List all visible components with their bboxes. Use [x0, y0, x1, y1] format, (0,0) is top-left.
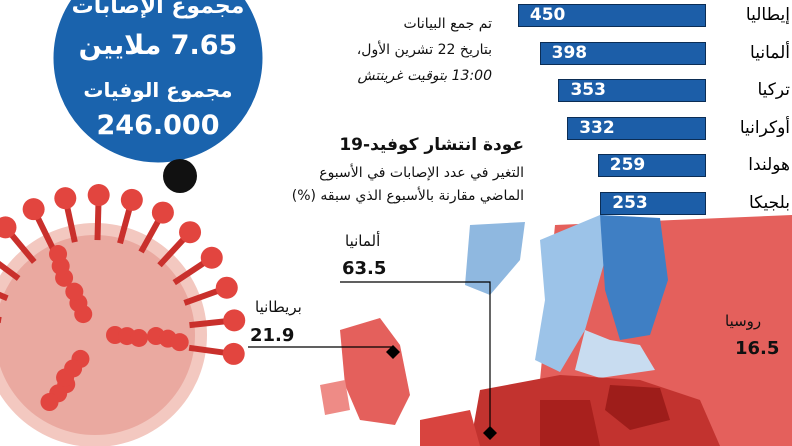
bar [517, 4, 706, 27]
spike-head [54, 187, 77, 210]
bar [558, 79, 706, 102]
spike-head [200, 246, 223, 269]
virus [0, 184, 246, 446]
spike [0, 291, 9, 302]
protein [170, 333, 189, 352]
spike-head [22, 198, 45, 221]
category-label: أوكرانيا [739, 117, 790, 138]
note: بتاريخ 22 تشرين الأول، [356, 42, 492, 58]
bar [567, 116, 706, 140]
spike-head [215, 276, 238, 299]
note: 13:00 بتوقيت غرينتش [357, 68, 492, 84]
spike-head [179, 221, 202, 244]
category-label: تركيا [757, 80, 790, 100]
bar [600, 191, 706, 215]
map-title: عودة انتشار كوفيد-19 [339, 135, 524, 155]
spike-head [87, 184, 110, 207]
map-value: 21.9 [250, 325, 295, 346]
map-subtitle: الماضي مقارنة بالأسبوع الذي سبقه (%) [291, 188, 524, 204]
cases-label: مجموع الإصابات [71, 0, 245, 19]
cases: 7.65 ملايين [78, 30, 238, 61]
value-label: 450 [529, 5, 566, 25]
category-label: ألمانيا [750, 42, 790, 63]
spike-head [0, 216, 17, 239]
value-label: 353 [570, 80, 606, 100]
spike-head [120, 188, 143, 211]
spike-head [222, 342, 245, 365]
value-label: 398 [551, 42, 588, 63]
spike [0, 260, 21, 281]
protein [65, 282, 84, 301]
value-label: 253 [612, 192, 648, 213]
map-label: روسيا [725, 312, 762, 330]
spike-head [151, 201, 174, 224]
value-label: 259 [609, 155, 646, 175]
bar [539, 41, 706, 65]
map-subtitle: التغير في عدد الإصابات في الأسبوع [319, 165, 524, 181]
map-value: 16.5 [735, 338, 780, 359]
protein [49, 245, 68, 264]
protein [129, 328, 148, 347]
value-label: 332 [579, 117, 615, 138]
category-label: هولندا [748, 155, 790, 175]
deaths: 246.000 [96, 110, 220, 141]
map-value: 63.5 [342, 258, 387, 279]
protein [56, 368, 75, 387]
bar [597, 154, 706, 177]
summary-circle [50, 0, 266, 166]
protein [40, 393, 59, 412]
map-label: بريطانيا [255, 298, 302, 316]
map-label: ألمانيا [345, 232, 381, 250]
category-label: إيطاليا [745, 5, 790, 25]
category-label: بلجيكا [748, 192, 790, 213]
map [248, 215, 792, 446]
note: تم جمع البيانات [403, 16, 492, 32]
deaths-label: مجموع الوفيات [83, 78, 233, 102]
dot [163, 159, 197, 193]
spike-head [223, 309, 246, 332]
